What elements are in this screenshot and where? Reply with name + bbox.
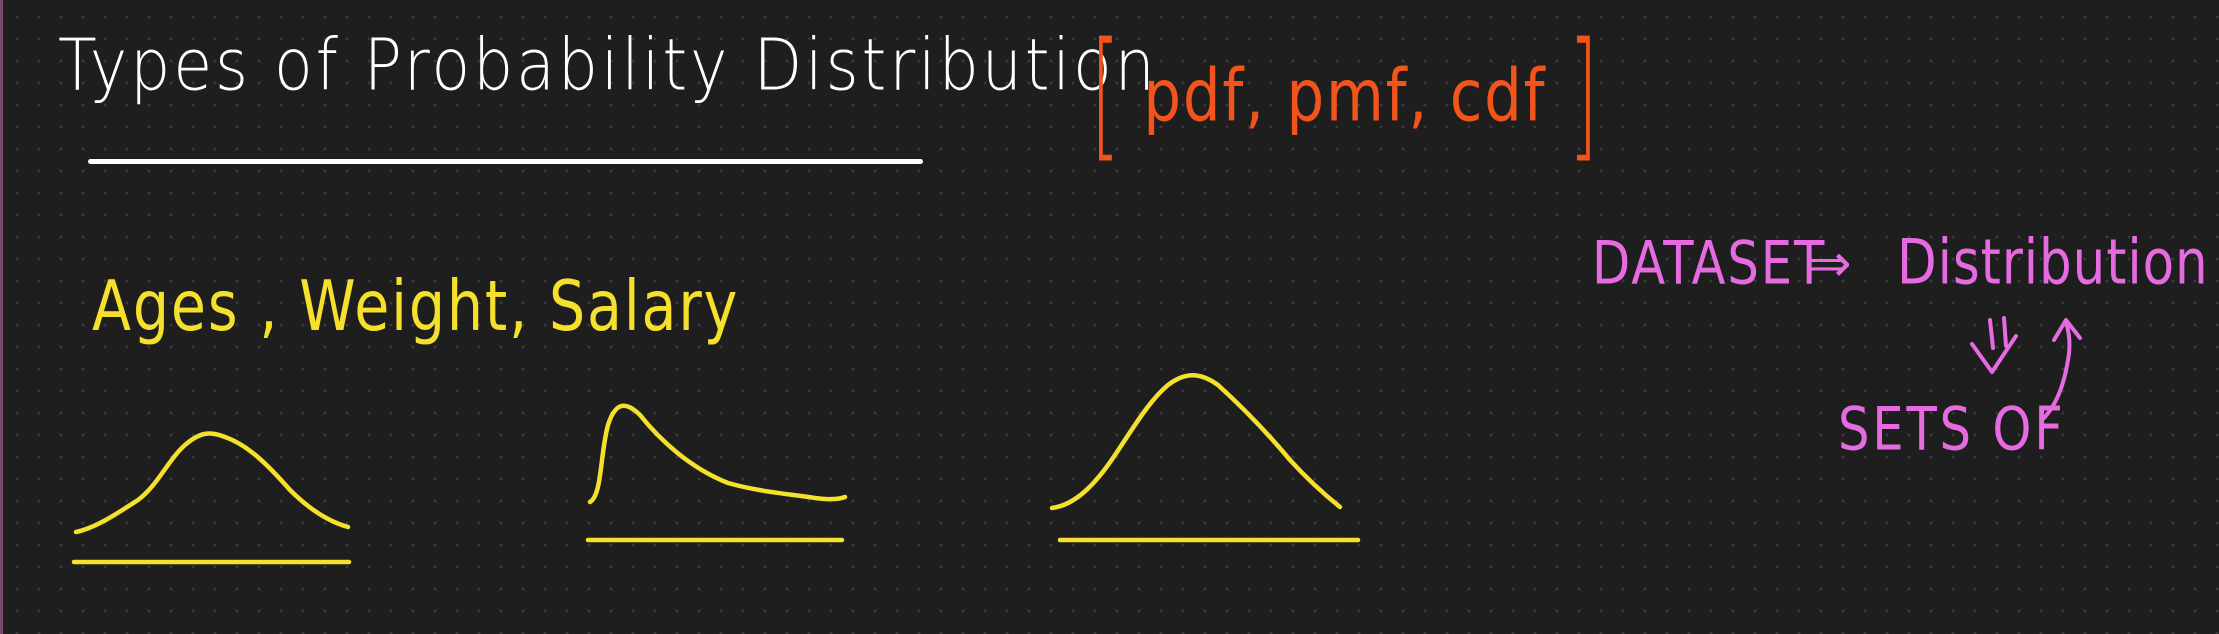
close-bracket: ] xyxy=(1568,13,1599,176)
distribution-label: Distribution xyxy=(1897,226,2209,300)
title-underline xyxy=(88,159,923,164)
dataset-label: DATASET xyxy=(1592,228,1827,298)
function-types-group: [ pdf, pmf, cdf ] xyxy=(1078,25,1611,165)
bell-curve-1 xyxy=(73,431,351,535)
page-title: Types of Probability Distribution xyxy=(58,23,1158,107)
skewed-curve xyxy=(587,403,848,505)
implies-arrow-icon: ⇒ xyxy=(1808,234,1852,294)
bell-curve-2 xyxy=(1049,373,1343,511)
function-types-label: pdf, pmf, cdf xyxy=(1143,52,1547,138)
sets-of-label: SETS OF xyxy=(1838,394,2066,464)
open-bracket: [ xyxy=(1090,13,1121,176)
bell-curve-sketch-2 xyxy=(1049,373,1361,543)
examples-label: Ages , Weight, Salary xyxy=(92,265,740,348)
margin-rule xyxy=(0,0,3,634)
double-down-arrow-icon xyxy=(1970,316,2018,374)
curved-up-arrow-icon xyxy=(2042,318,2082,420)
bell-curve-sketch-1 xyxy=(71,431,352,565)
skewed-curve-sketch xyxy=(585,403,848,543)
